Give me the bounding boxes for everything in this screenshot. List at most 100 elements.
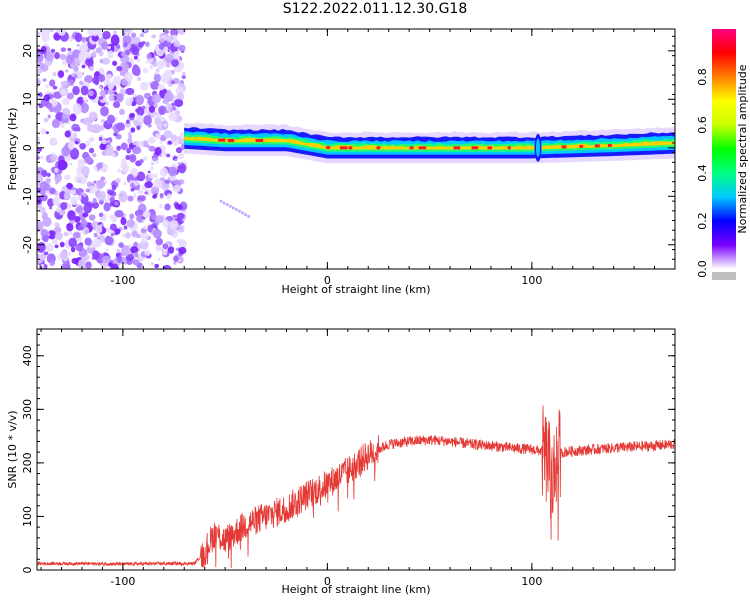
noise-speck (105, 248, 109, 252)
noise-speck (101, 92, 105, 96)
noise-speck (104, 144, 114, 157)
noise-speck (173, 255, 179, 263)
noise-speck (91, 221, 99, 228)
noise-speck (78, 211, 82, 216)
noise-speck (79, 142, 87, 150)
noise-speck (147, 170, 151, 174)
colorbar-label: Normalized spectral amplitude (736, 64, 749, 233)
noise-speck (37, 226, 41, 233)
noise-speck (128, 134, 132, 139)
band-peak (487, 146, 492, 150)
band-peak (339, 146, 348, 150)
noise-speck (37, 92, 43, 98)
noise-speck (176, 92, 185, 101)
noise-speck (72, 103, 82, 115)
noise-speck (96, 179, 106, 189)
noise-speck (181, 74, 186, 80)
noise-speck (37, 52, 44, 63)
noise-speck (92, 153, 97, 158)
band-peak (348, 146, 353, 150)
noise-speck (154, 160, 159, 164)
noise-speck (79, 102, 89, 114)
noise-speck (65, 69, 69, 73)
noise-speck (100, 106, 109, 117)
noise-speck (66, 182, 73, 189)
noise-speck (150, 165, 154, 171)
noise-speck (73, 74, 78, 79)
noise-speck (63, 191, 70, 200)
noise-speck (68, 251, 72, 256)
noise-speck (101, 139, 108, 145)
noise-speck (46, 178, 51, 183)
noise-speck (130, 46, 140, 56)
noise-speck (170, 80, 176, 85)
noise-speck (40, 128, 47, 135)
noise-speck (142, 210, 151, 219)
noise-speck (129, 213, 135, 220)
noise-speck (101, 41, 109, 50)
noise-speck (116, 145, 121, 151)
noise-speck (47, 114, 51, 119)
noise-speck (54, 232, 64, 241)
noise-speck (155, 238, 164, 246)
noise-speck (127, 131, 132, 136)
noise-speck (80, 219, 88, 228)
noise-speck (74, 32, 83, 43)
noise-speck (126, 119, 130, 124)
noise-speck (118, 190, 128, 203)
noise-speck (57, 29, 66, 37)
snr-frame (36, 328, 676, 571)
noise-speck (105, 101, 109, 106)
noise-speck (88, 147, 95, 154)
noise-speck (54, 167, 59, 173)
noise-speck (133, 119, 139, 126)
noise-speck (93, 180, 97, 184)
noise-speck (57, 70, 65, 78)
noise-speck (165, 35, 174, 43)
band-spike-core (535, 138, 540, 157)
noise-speck (126, 219, 135, 228)
noise-speck (52, 85, 58, 90)
noise-speck (168, 166, 178, 177)
colorbar-tick-label: 0.2 (696, 212, 709, 230)
noise-speck (125, 87, 135, 96)
noise-speck (150, 81, 160, 90)
noise-speck (117, 168, 121, 173)
noise-speck (153, 228, 162, 239)
noise-speck (92, 197, 97, 204)
noise-speck (140, 238, 146, 244)
noise-speck (174, 110, 181, 115)
noise-speck (60, 249, 68, 260)
noise-speck (222, 201, 226, 205)
noise-speck (147, 136, 156, 144)
noise-speck (59, 53, 67, 61)
noise-speck (49, 187, 56, 195)
noise-speck (116, 255, 122, 263)
noise-speck (95, 224, 103, 234)
noise-speck (77, 178, 82, 184)
noise-speck (161, 250, 168, 256)
noise-speck (63, 231, 69, 237)
noise-speck (159, 193, 164, 197)
noise-speck (68, 237, 77, 248)
noise-speck (153, 73, 162, 83)
band-peak (594, 144, 600, 148)
band-peak (326, 146, 330, 150)
noise-speck (169, 220, 179, 229)
chart-title: S122.2022.011.12.30.G18 (282, 1, 468, 17)
noise-speck (124, 72, 133, 82)
noise-speck (102, 30, 111, 40)
noise-speck (49, 137, 57, 145)
noise-speck (55, 207, 61, 213)
noise-speck (143, 225, 147, 230)
noise-speck (70, 214, 77, 221)
noise-speck (158, 105, 167, 115)
noise-speck (67, 141, 75, 151)
noise-speck (92, 76, 99, 84)
noise-speck (139, 33, 145, 38)
noise-speck (162, 185, 168, 191)
spectrogram-plot (37, 29, 675, 269)
noise-speck (166, 153, 171, 158)
noise-speck (121, 245, 131, 257)
noise-speck (52, 196, 61, 206)
